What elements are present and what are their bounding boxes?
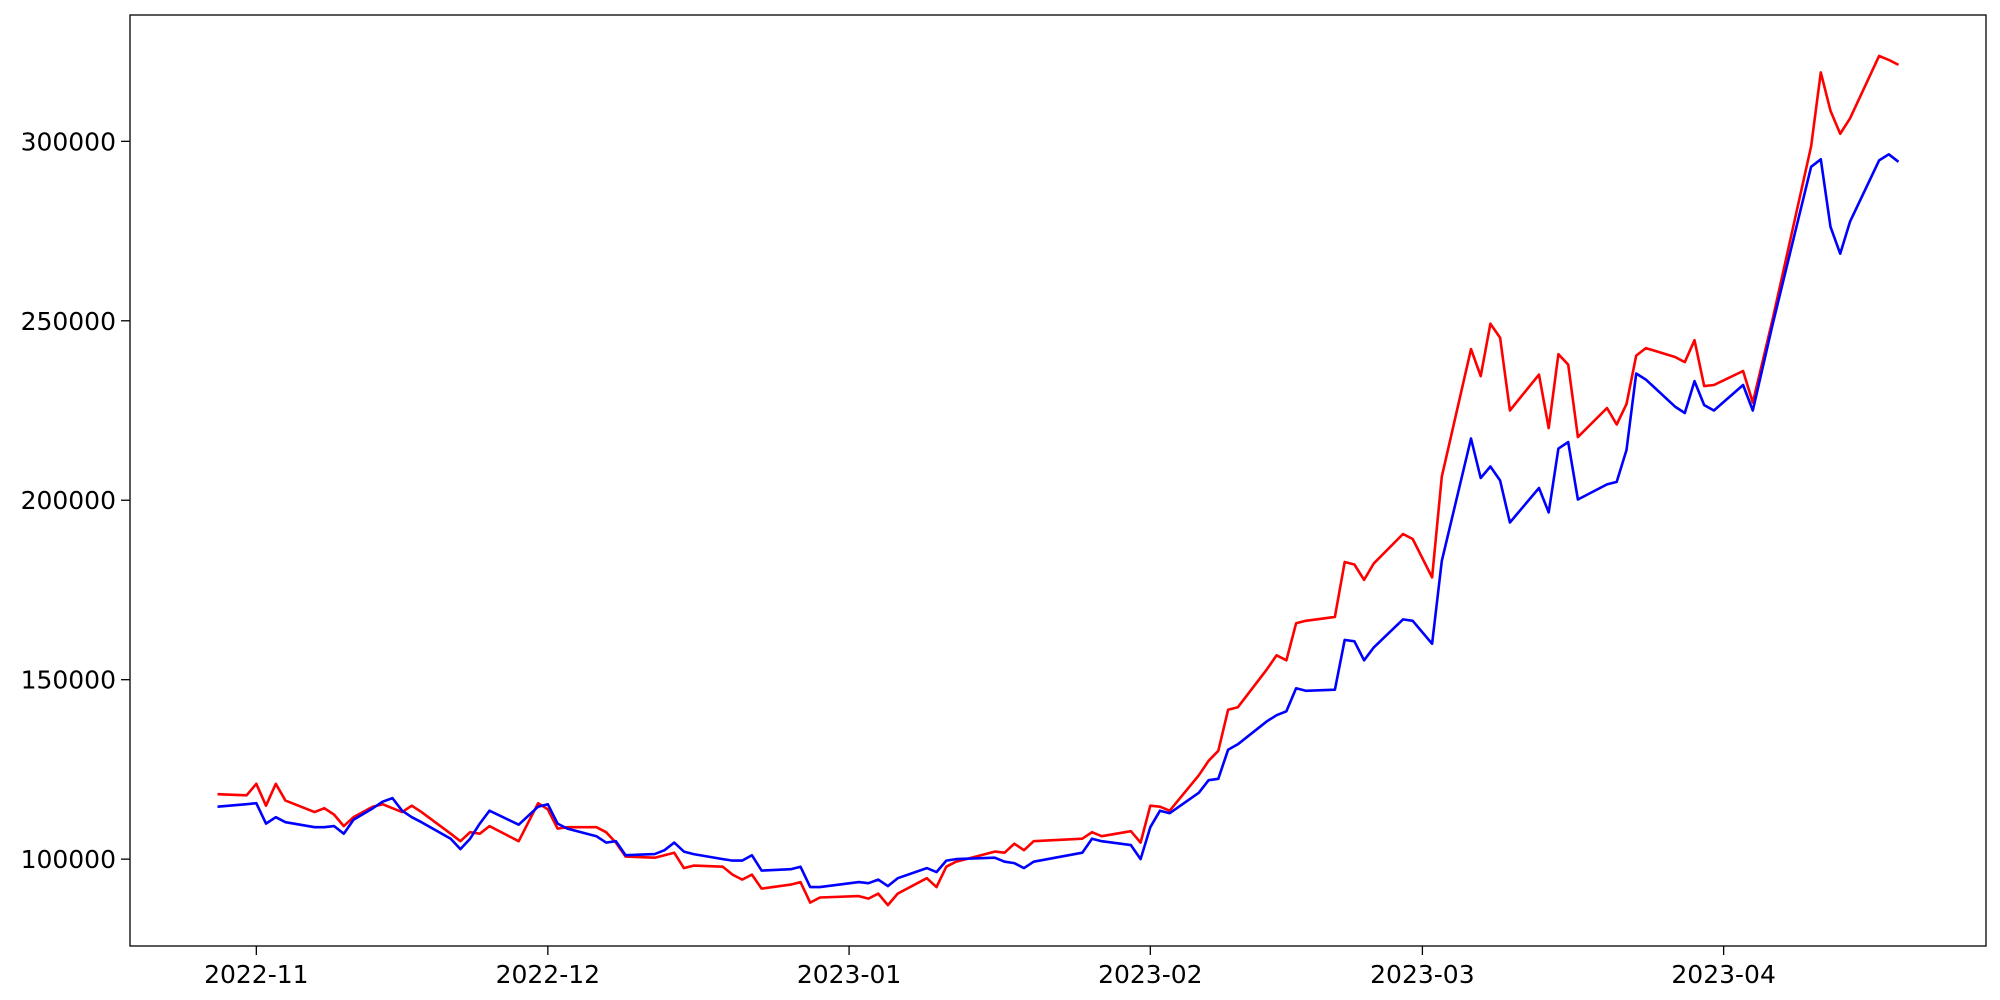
x-tick-label: 2023-01 [797,960,901,989]
plot-frame [129,14,1987,947]
y-tick-label: 250000 [21,307,116,336]
x-tick-label: 2023-04 [1671,960,1775,989]
y-tick-label: 100000 [21,845,116,874]
x-tick-label: 2022-12 [496,960,600,989]
y-tick-label: 300000 [21,127,116,156]
series-line [217,54,1900,907]
y-tick-label: 150000 [21,666,116,695]
x-tick-label: 2022-11 [204,960,308,989]
x-tick-label: 2023-02 [1098,960,1202,989]
y-tick-label: 200000 [21,486,116,515]
x-tick-label: 2023-03 [1370,960,1474,989]
series-line [217,153,1900,889]
